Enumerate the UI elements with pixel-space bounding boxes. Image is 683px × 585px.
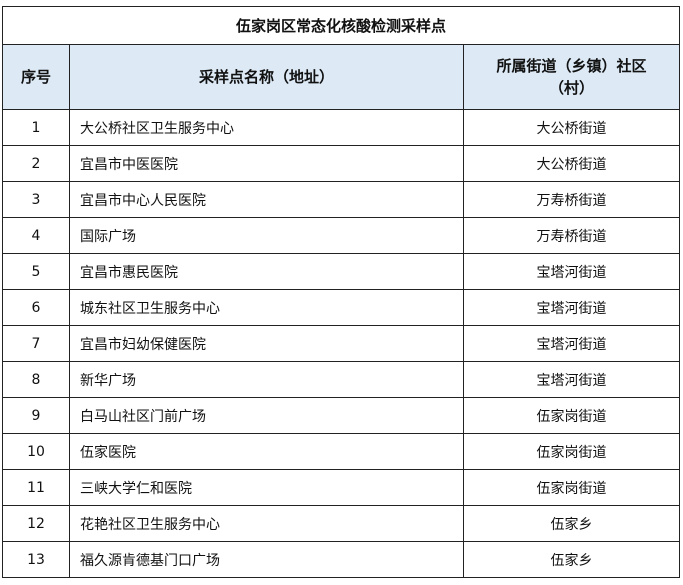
row-index: 12 (2, 505, 70, 542)
row-site: 宜昌市中心人民医院 (69, 181, 464, 218)
table-row: 6 城东社区卫生服务中心 宝塔河街道 (2, 289, 681, 326)
row-index: 3 (2, 181, 70, 218)
row-site: 福久源肯德基门口广场 (69, 541, 464, 578)
table-row: 3 宜昌市中心人民医院 万寿桥街道 (2, 181, 681, 218)
header-index: 序号 (2, 44, 70, 110)
row-site: 城东社区卫生服务中心 (69, 289, 464, 326)
table-row: 4 国际广场 万寿桥街道 (2, 217, 681, 254)
row-street: 伍家岗街道 (462, 469, 681, 506)
row-street: 宝塔河街道 (462, 361, 681, 398)
table-row: 1 大公桥社区卫生服务中心 大公桥街道 (2, 109, 681, 146)
row-site: 宜昌市中医医院 (69, 145, 464, 182)
table-row: 2 宜昌市中医医院 大公桥街道 (2, 145, 681, 182)
row-street: 大公桥街道 (462, 145, 681, 182)
row-index: 10 (2, 433, 70, 470)
row-index: 11 (2, 469, 70, 506)
row-site: 伍家医院 (69, 433, 464, 470)
table-row: 8 新华广场 宝塔河街道 (2, 361, 681, 398)
row-street: 伍家乡 (462, 505, 681, 542)
table-row: 7 宜昌市妇幼保健医院 宝塔河街道 (2, 325, 681, 362)
row-index: 6 (2, 289, 70, 326)
row-site: 国际广场 (69, 217, 464, 254)
table-row: 12 花艳社区卫生服务中心 伍家乡 (2, 505, 681, 542)
row-index: 1 (2, 109, 70, 146)
row-street: 万寿桥街道 (462, 217, 681, 254)
row-site: 三峡大学仁和医院 (69, 469, 464, 506)
row-street: 宝塔河街道 (462, 253, 681, 290)
row-site: 宜昌市妇幼保健医院 (69, 325, 464, 362)
row-site: 大公桥社区卫生服务中心 (69, 109, 464, 146)
table-row: 9 白马山社区门前广场 伍家岗街道 (2, 397, 681, 434)
table-body: 1 大公桥社区卫生服务中心 大公桥街道 2 宜昌市中医医院 大公桥街道 3 宜昌市中心人民医院… (2, 109, 681, 578)
row-site: 花艳社区卫生服务中心 (69, 505, 464, 542)
table-row: 11 三峡大学仁和医院 伍家岗街道 (2, 469, 681, 506)
row-street: 伍家岗街道 (462, 433, 681, 470)
row-street: 伍家岗街道 (462, 397, 681, 434)
row-index: 8 (2, 361, 70, 398)
row-index: 5 (2, 253, 70, 290)
header-site: 采样点名称（地址） (69, 44, 464, 110)
table-row: 10 伍家医院 伍家岗街道 (2, 433, 681, 470)
row-index: 2 (2, 145, 70, 182)
row-site: 宜昌市惠民医院 (69, 253, 464, 290)
row-index: 9 (2, 397, 70, 434)
row-index: 7 (2, 325, 70, 362)
row-index: 13 (2, 541, 70, 578)
table-title: 伍家岗区常态化核酸检测采样点 (1, 6, 681, 45)
row-site: 新华广场 (69, 361, 464, 398)
row-index: 4 (2, 217, 70, 254)
row-street: 大公桥街道 (462, 109, 681, 146)
row-street: 伍家乡 (462, 541, 681, 578)
header-street: 所属街道（乡镇）社区（村） (462, 44, 681, 110)
row-street: 宝塔河街道 (462, 289, 681, 326)
row-site: 白马山社区门前广场 (69, 397, 464, 434)
row-street: 万寿桥街道 (462, 181, 681, 218)
row-street: 宝塔河街道 (462, 325, 681, 362)
table-row: 13 福久源肯德基门口广场 伍家乡 (2, 541, 681, 578)
table-row: 5 宜昌市惠民医院 宝塔河街道 (2, 253, 681, 290)
sampling-sites-table: 伍家岗区常态化核酸检测采样点 序号 采样点名称（地址） 所属街道（乡镇）社区（村… (1, 6, 681, 578)
